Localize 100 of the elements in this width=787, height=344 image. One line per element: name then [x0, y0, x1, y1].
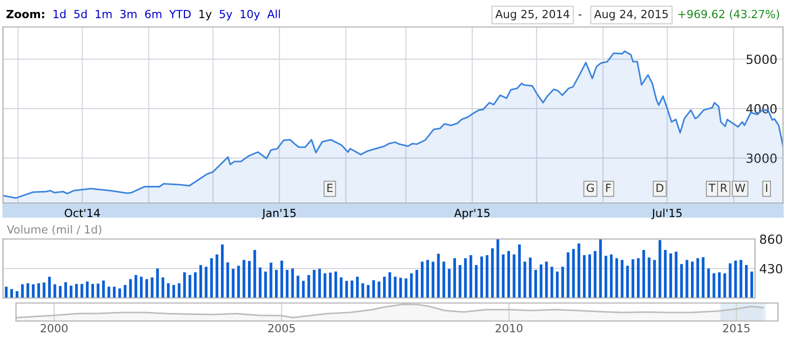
bar	[707, 268, 710, 298]
bar	[550, 266, 554, 298]
bar	[312, 270, 316, 298]
bar	[718, 272, 721, 298]
text: 1m	[96, 10, 112, 18]
bar	[150, 277, 154, 298]
text: 5d	[74, 10, 87, 18]
x-tick-label: 2010	[496, 324, 522, 332]
bar	[745, 265, 748, 298]
x-tick-label: 2015	[723, 324, 750, 332]
bar	[453, 258, 456, 298]
y-tick-label: 860	[760, 234, 782, 244]
bar	[226, 262, 230, 298]
bar	[264, 272, 267, 298]
annotation: F	[606, 184, 611, 192]
bar	[620, 260, 624, 298]
bar	[524, 262, 526, 298]
bar	[728, 263, 732, 298]
bar	[458, 265, 462, 298]
chart-title: Volume (mil / 1d)	[6, 225, 102, 235]
bar	[653, 260, 656, 298]
bar	[664, 250, 667, 298]
text: 1y	[199, 10, 212, 20]
bar	[469, 255, 472, 298]
bar	[572, 248, 575, 298]
bar	[734, 260, 737, 298]
bar	[275, 270, 278, 298]
bar	[102, 280, 105, 298]
bar	[188, 275, 192, 298]
annotation: D	[656, 184, 664, 192]
bar	[420, 262, 424, 298]
bar	[480, 256, 483, 298]
text: 5y	[220, 10, 232, 20]
bar	[296, 276, 300, 298]
bar	[415, 270, 418, 298]
bar	[540, 264, 542, 298]
annotation: G	[586, 184, 594, 192]
bar	[345, 280, 348, 298]
text: Aug 24, 2015	[594, 10, 668, 20]
bar	[615, 258, 618, 298]
bar	[437, 254, 440, 298]
bar	[378, 282, 380, 298]
bar	[64, 282, 68, 298]
bar	[502, 254, 505, 298]
bar	[686, 260, 688, 298]
bar	[194, 272, 197, 298]
y-tick-label: 3000	[746, 153, 777, 163]
bar	[220, 244, 224, 298]
text: 3m	[120, 10, 136, 18]
bar	[604, 256, 608, 298]
text: -	[578, 14, 582, 16]
bar	[448, 268, 451, 298]
bar	[134, 275, 138, 298]
bar	[86, 282, 89, 298]
bar	[669, 253, 672, 298]
bar	[626, 266, 629, 298]
bar	[129, 279, 132, 298]
bar	[599, 239, 602, 298]
bar	[518, 244, 521, 298]
annotation: E	[327, 184, 333, 192]
bar	[410, 273, 413, 298]
bar	[610, 254, 613, 298]
bar	[512, 254, 516, 298]
text: Zoom:	[6, 10, 44, 18]
bar	[636, 258, 640, 298]
bar	[404, 278, 408, 298]
x-tick-label: 2000	[40, 324, 68, 332]
x-tick-label: Jul'15	[651, 208, 682, 220]
y-tick-label: 5000	[746, 54, 777, 64]
bar	[680, 264, 683, 298]
bar	[140, 276, 143, 298]
bar	[474, 265, 478, 298]
bar	[696, 258, 700, 298]
text: Aug 25, 2014	[495, 10, 570, 20]
bar	[674, 252, 678, 298]
bar	[486, 255, 488, 298]
bar	[723, 273, 726, 298]
text: 1d	[54, 10, 66, 18]
bar	[690, 262, 694, 298]
bar	[350, 280, 354, 298]
bar	[232, 268, 234, 298]
annotation: W	[734, 184, 746, 192]
bar	[21, 284, 24, 298]
bar	[286, 270, 289, 298]
bar	[204, 266, 208, 298]
bar	[334, 272, 338, 298]
bar	[324, 273, 326, 298]
bar	[162, 277, 164, 298]
bar	[642, 250, 646, 298]
text: 10y	[240, 10, 260, 20]
bar	[632, 259, 634, 298]
bar	[658, 240, 662, 298]
bar	[712, 273, 716, 298]
bar	[528, 258, 532, 298]
bar	[545, 262, 548, 298]
bar	[594, 251, 596, 298]
bar	[242, 260, 246, 298]
bar	[280, 260, 284, 298]
text: +969.62 (43.27%)	[678, 10, 780, 20]
y-tick-label: 430	[760, 264, 782, 274]
